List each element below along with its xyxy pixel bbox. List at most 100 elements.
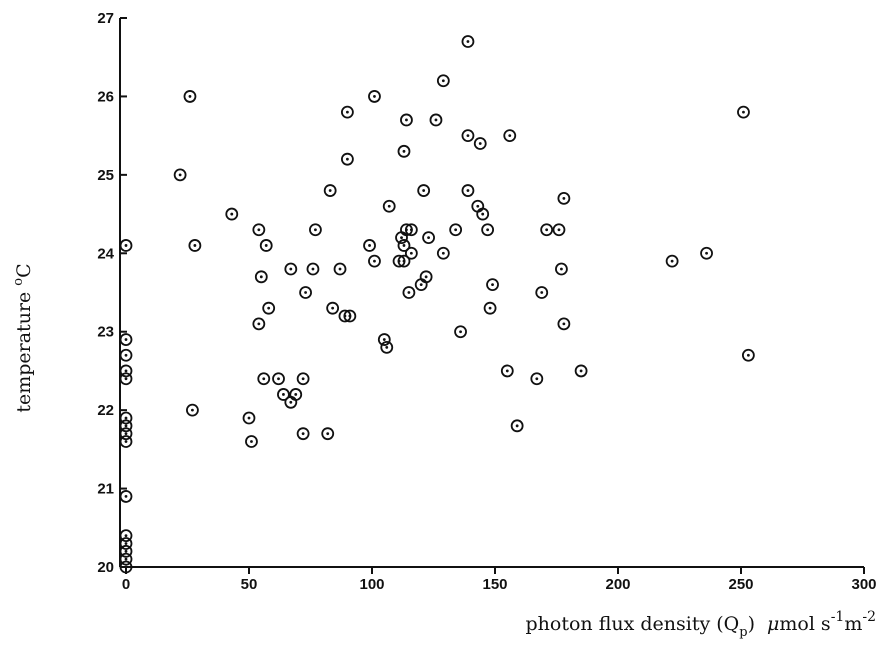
data-point [741,348,755,362]
data-point [436,246,450,260]
data-point [454,325,467,339]
data-point [119,427,133,441]
data-point [321,427,335,441]
data-point [368,90,381,103]
data-point [476,207,490,221]
x-tick-label: 50 [241,576,258,593]
y-tick-label: 23 [97,324,114,341]
data-point [309,223,322,237]
data-point [473,137,487,150]
x-tick-label: 200 [605,576,630,593]
data-point [272,372,285,386]
data-point [343,309,357,323]
data-point [483,301,497,315]
x-tick-label: 150 [482,576,507,593]
x-tick-label: 300 [851,576,876,593]
data-point [296,372,310,386]
data-point [262,301,276,315]
data-point [257,372,271,386]
data-point [119,544,133,558]
y-tick-label: 27 [97,10,114,27]
data-point [119,552,133,566]
x-tick-label: 100 [359,576,384,593]
data-point [363,239,376,252]
data-points [119,35,755,574]
data-point [481,223,495,237]
data-point [500,364,514,378]
data-point [404,223,418,237]
data-point [700,246,713,260]
data-point [119,333,133,346]
data-point [340,152,354,166]
data-point [242,411,256,425]
data-point [461,184,475,197]
y-tick-label: 22 [97,402,114,419]
data-point [188,239,202,252]
data-point [461,129,475,143]
data-point [557,317,571,331]
data-point [486,278,499,292]
data-point [402,286,416,299]
data-point [436,74,450,88]
y-tick-label: 20 [97,559,114,576]
data-point [252,223,266,237]
data-point [173,168,187,182]
data-point [552,223,566,237]
data-point [119,372,133,386]
data-point [299,286,312,299]
data-point [449,223,463,237]
data-point [397,144,411,158]
data-point [296,427,310,441]
data-point [254,270,268,284]
data-point [119,560,133,574]
data-point [277,388,290,401]
data-point [289,388,303,401]
data-point [555,262,568,276]
data-point [186,403,199,417]
data-point [574,364,588,378]
data-point [417,184,431,197]
data-point [306,262,320,276]
data-point [461,35,475,48]
data-point [540,223,554,237]
data-point [252,317,266,331]
y-tick-label: 21 [97,481,114,498]
data-point [225,207,239,221]
data-point [119,537,133,550]
y-axis-title: temperature oC [11,263,35,412]
data-point [382,199,396,213]
data-point [397,239,411,252]
data-point [119,435,133,448]
data-point [368,254,381,268]
data-point [429,113,443,127]
data-point [404,246,418,260]
data-point [259,239,273,252]
axes [119,18,864,568]
data-point [284,262,298,276]
data-point [119,411,133,425]
y-tick-label: 26 [97,88,114,105]
data-point [119,348,133,362]
data-point [419,270,433,284]
data-point [422,231,435,245]
data-point [119,490,133,503]
data-point [510,419,524,433]
data-point [333,262,347,276]
x-axis-title: photon flux density (Qp) μmol s-1m-2 [526,609,876,640]
data-point [400,113,413,127]
data-point [119,364,133,378]
data-point [503,129,517,143]
data-point [665,254,679,268]
data-point [119,239,133,252]
data-point [340,105,354,119]
y-axis-ticks: 20 21 22 23 24 25 26 27 [97,10,127,576]
y-tick-label: 25 [97,167,114,184]
data-point [530,372,544,386]
data-point [535,286,549,299]
y-tick-label: 24 [97,245,114,262]
x-axis-ticks: 0 50 100 150 200 250 300 [122,567,877,593]
x-tick-label: 0 [122,576,130,593]
data-point [377,333,391,346]
data-point [557,191,571,205]
